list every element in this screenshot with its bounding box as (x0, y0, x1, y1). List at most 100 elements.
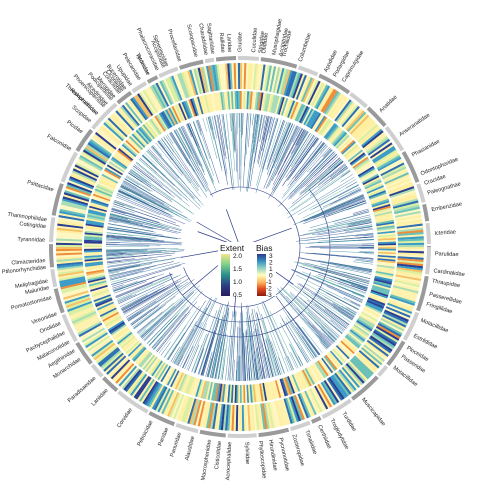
tree-tip (113, 281, 138, 289)
family-label: Motacillidae (419, 318, 449, 335)
family-label: Hirundinidae (267, 439, 278, 471)
tree-tip (339, 166, 347, 172)
family-label: Laridae (225, 33, 232, 52)
clade-bar (50, 269, 57, 287)
family-label: Cisticolidae (214, 441, 223, 470)
legend-bias-title: Bias (256, 243, 273, 253)
family-label: Phylloscopidae (257, 441, 267, 479)
family-label: Cardinalidae (433, 268, 465, 278)
family-label: Otididae (261, 32, 269, 53)
family-label: Timaliidae (303, 429, 317, 455)
tree-tip (120, 285, 165, 307)
tree-tip (248, 114, 258, 188)
legend: Extent 2.0 1.5 1.0 0.5 Bias 3 2 1 0 -1 -… (218, 242, 276, 299)
heat-cell-outer (398, 245, 424, 247)
tree-tip (297, 262, 370, 281)
heat-cell-outer (238, 63, 240, 89)
family-label: Laniidae (91, 388, 110, 408)
legend-extent-tick: 2.0 (233, 253, 242, 260)
tree-tip (344, 226, 373, 231)
clade-bar (311, 416, 322, 424)
tree-tip (309, 246, 374, 247)
tree-tip (246, 113, 249, 154)
tree-tip (331, 251, 374, 253)
tree-tip (123, 182, 164, 205)
tree-tip (341, 171, 350, 177)
heat-cell-inner (238, 91, 240, 109)
tree-tip (285, 357, 291, 371)
tree-tip (246, 346, 248, 380)
family-label: Acrocephalidae (225, 442, 233, 481)
tree-tip (172, 343, 184, 363)
family-label: Macrosphenidae (201, 439, 213, 481)
tree-tip (344, 297, 361, 305)
family-label: Parulidae (435, 251, 459, 258)
legend-bias-tick: -3 (266, 292, 272, 299)
family-label: Ptilonorhynchidae (2, 265, 47, 276)
tree-tip (144, 292, 194, 341)
tree-tip (223, 114, 233, 190)
tree-tip (282, 319, 308, 363)
family-label: Scolopacidae (185, 24, 198, 58)
heat-cell-outer (56, 247, 82, 249)
tree-tip (320, 248, 374, 249)
tree-tip (122, 287, 165, 310)
tree-tip (197, 120, 210, 159)
legend-extent-title: Extent (220, 243, 245, 253)
tree-tip (303, 201, 366, 224)
tree-tip (106, 242, 182, 245)
clade-bar (147, 75, 158, 84)
legend-extent-colorbar (221, 254, 230, 296)
tree-tip (196, 120, 201, 135)
family-label: Tyrannidae (17, 237, 45, 244)
tree-tip (315, 219, 371, 231)
family-label: Emberizidae (431, 201, 463, 213)
tree-tip (279, 150, 333, 207)
legend-extent-tick: 1.5 (233, 266, 242, 273)
tree-tip (136, 163, 190, 206)
family-label: Gruidae (237, 32, 243, 52)
tree-tip (252, 114, 253, 126)
family-label: Zosteropidae (290, 434, 305, 467)
tree-tip (274, 124, 293, 168)
tree-tip (360, 251, 374, 252)
tree-tip (109, 221, 119, 223)
family-label: Anatidae (379, 94, 399, 114)
tree-tip (153, 145, 162, 155)
family-label: Procellariidae (166, 29, 182, 63)
clade-bar (205, 58, 215, 63)
tree-tip (203, 118, 207, 131)
family-label: Muscicapidae (360, 397, 386, 427)
family-label: Falconidae (46, 134, 73, 153)
tree-tip (133, 283, 192, 327)
tree-tip (118, 294, 136, 302)
family-label: Cracidae (424, 174, 447, 187)
tree-tip (201, 305, 222, 375)
family-label: Rallidae (218, 32, 226, 53)
clade-bar (216, 56, 236, 61)
clade-bar (49, 217, 55, 242)
clade-bar (49, 244, 54, 267)
tree-tip (106, 240, 141, 242)
tree-tip (313, 253, 374, 258)
heat-cell-outer (240, 405, 242, 431)
tree-tip (233, 360, 234, 381)
tree-tip (287, 316, 316, 358)
family-label: Thraupidae (431, 278, 460, 289)
tree-tip (266, 339, 276, 376)
heat-cell-inner (84, 247, 102, 249)
family-label: Columbidae (298, 32, 313, 62)
clade-bar (427, 246, 431, 247)
extent-colorbar-fill (221, 254, 230, 296)
legend-extent-tick: 1.0 (233, 279, 242, 286)
tree-tip (340, 174, 352, 182)
family-label: Panuridae (169, 432, 183, 458)
tree-tip (308, 240, 374, 244)
tree-tip (297, 343, 309, 362)
tree-tip (134, 304, 166, 329)
family-label: Phasianidae (411, 139, 441, 159)
tree-tip (111, 278, 126, 282)
family-label: Corvidae (116, 407, 133, 429)
